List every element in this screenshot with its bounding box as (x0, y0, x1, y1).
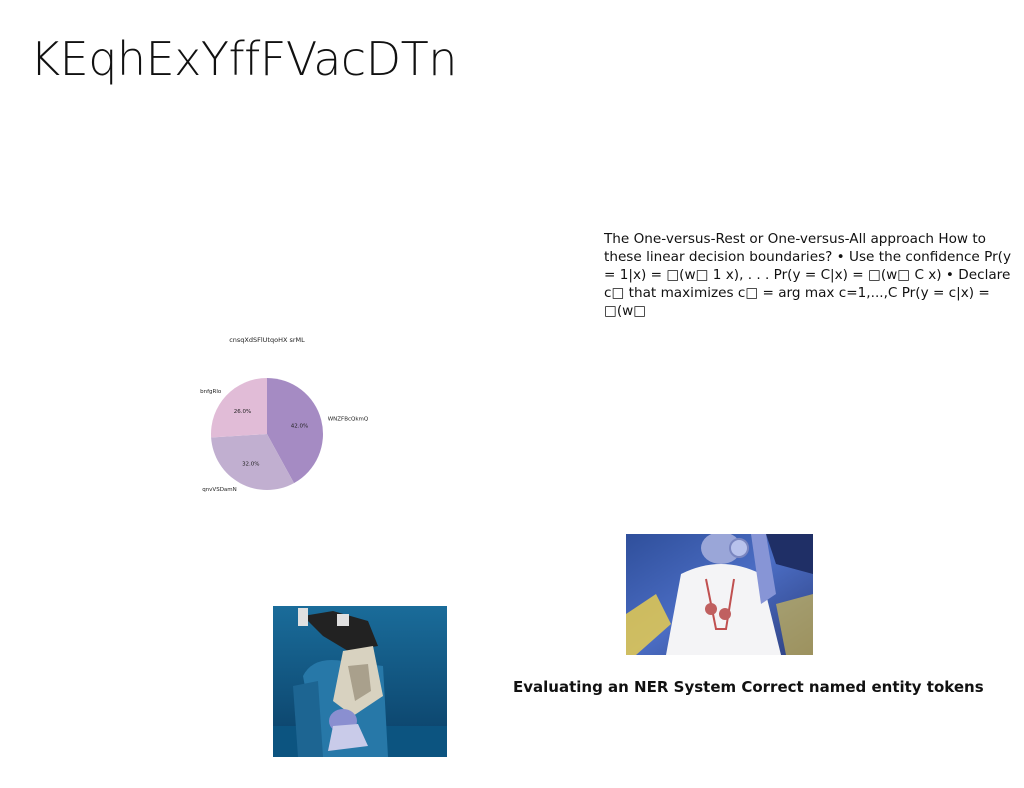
pie-category-label: qnvVSDamN (202, 487, 237, 493)
pie-category-label: WNZFBcQkmQ (328, 416, 369, 422)
pie-slice (211, 434, 294, 490)
headphones-person-photo (626, 534, 813, 655)
pie-slice (267, 378, 323, 484)
pie-percent-label: 32.0% (242, 461, 259, 467)
chart-title: cnsqXdSFlUtqoHX srML (229, 336, 305, 344)
pie-category-label: bnfgRlo (200, 389, 222, 395)
pie-slice (211, 378, 267, 438)
armchair-person-photo (273, 606, 447, 757)
body-text: The One-versus-Rest or One-versus-All ap… (604, 231, 1012, 319)
caption-text: Evaluating an NER System Correct named e… (513, 678, 984, 696)
pie-percent-label: 26.0% (234, 409, 251, 415)
pie-percent-label: 42.0% (291, 424, 308, 430)
slide-title: KEqhExYffFVacDTn (30, 32, 457, 86)
pie-chart: cnsqXdSFlUtqoHX srML 42.0% WNZFBcQkmQ 32.0… (196, 330, 376, 530)
pie-chart-svg: cnsqXdSFlUtqoHX srML 42.0% WNZFBcQkmQ 32.0… (200, 336, 369, 493)
